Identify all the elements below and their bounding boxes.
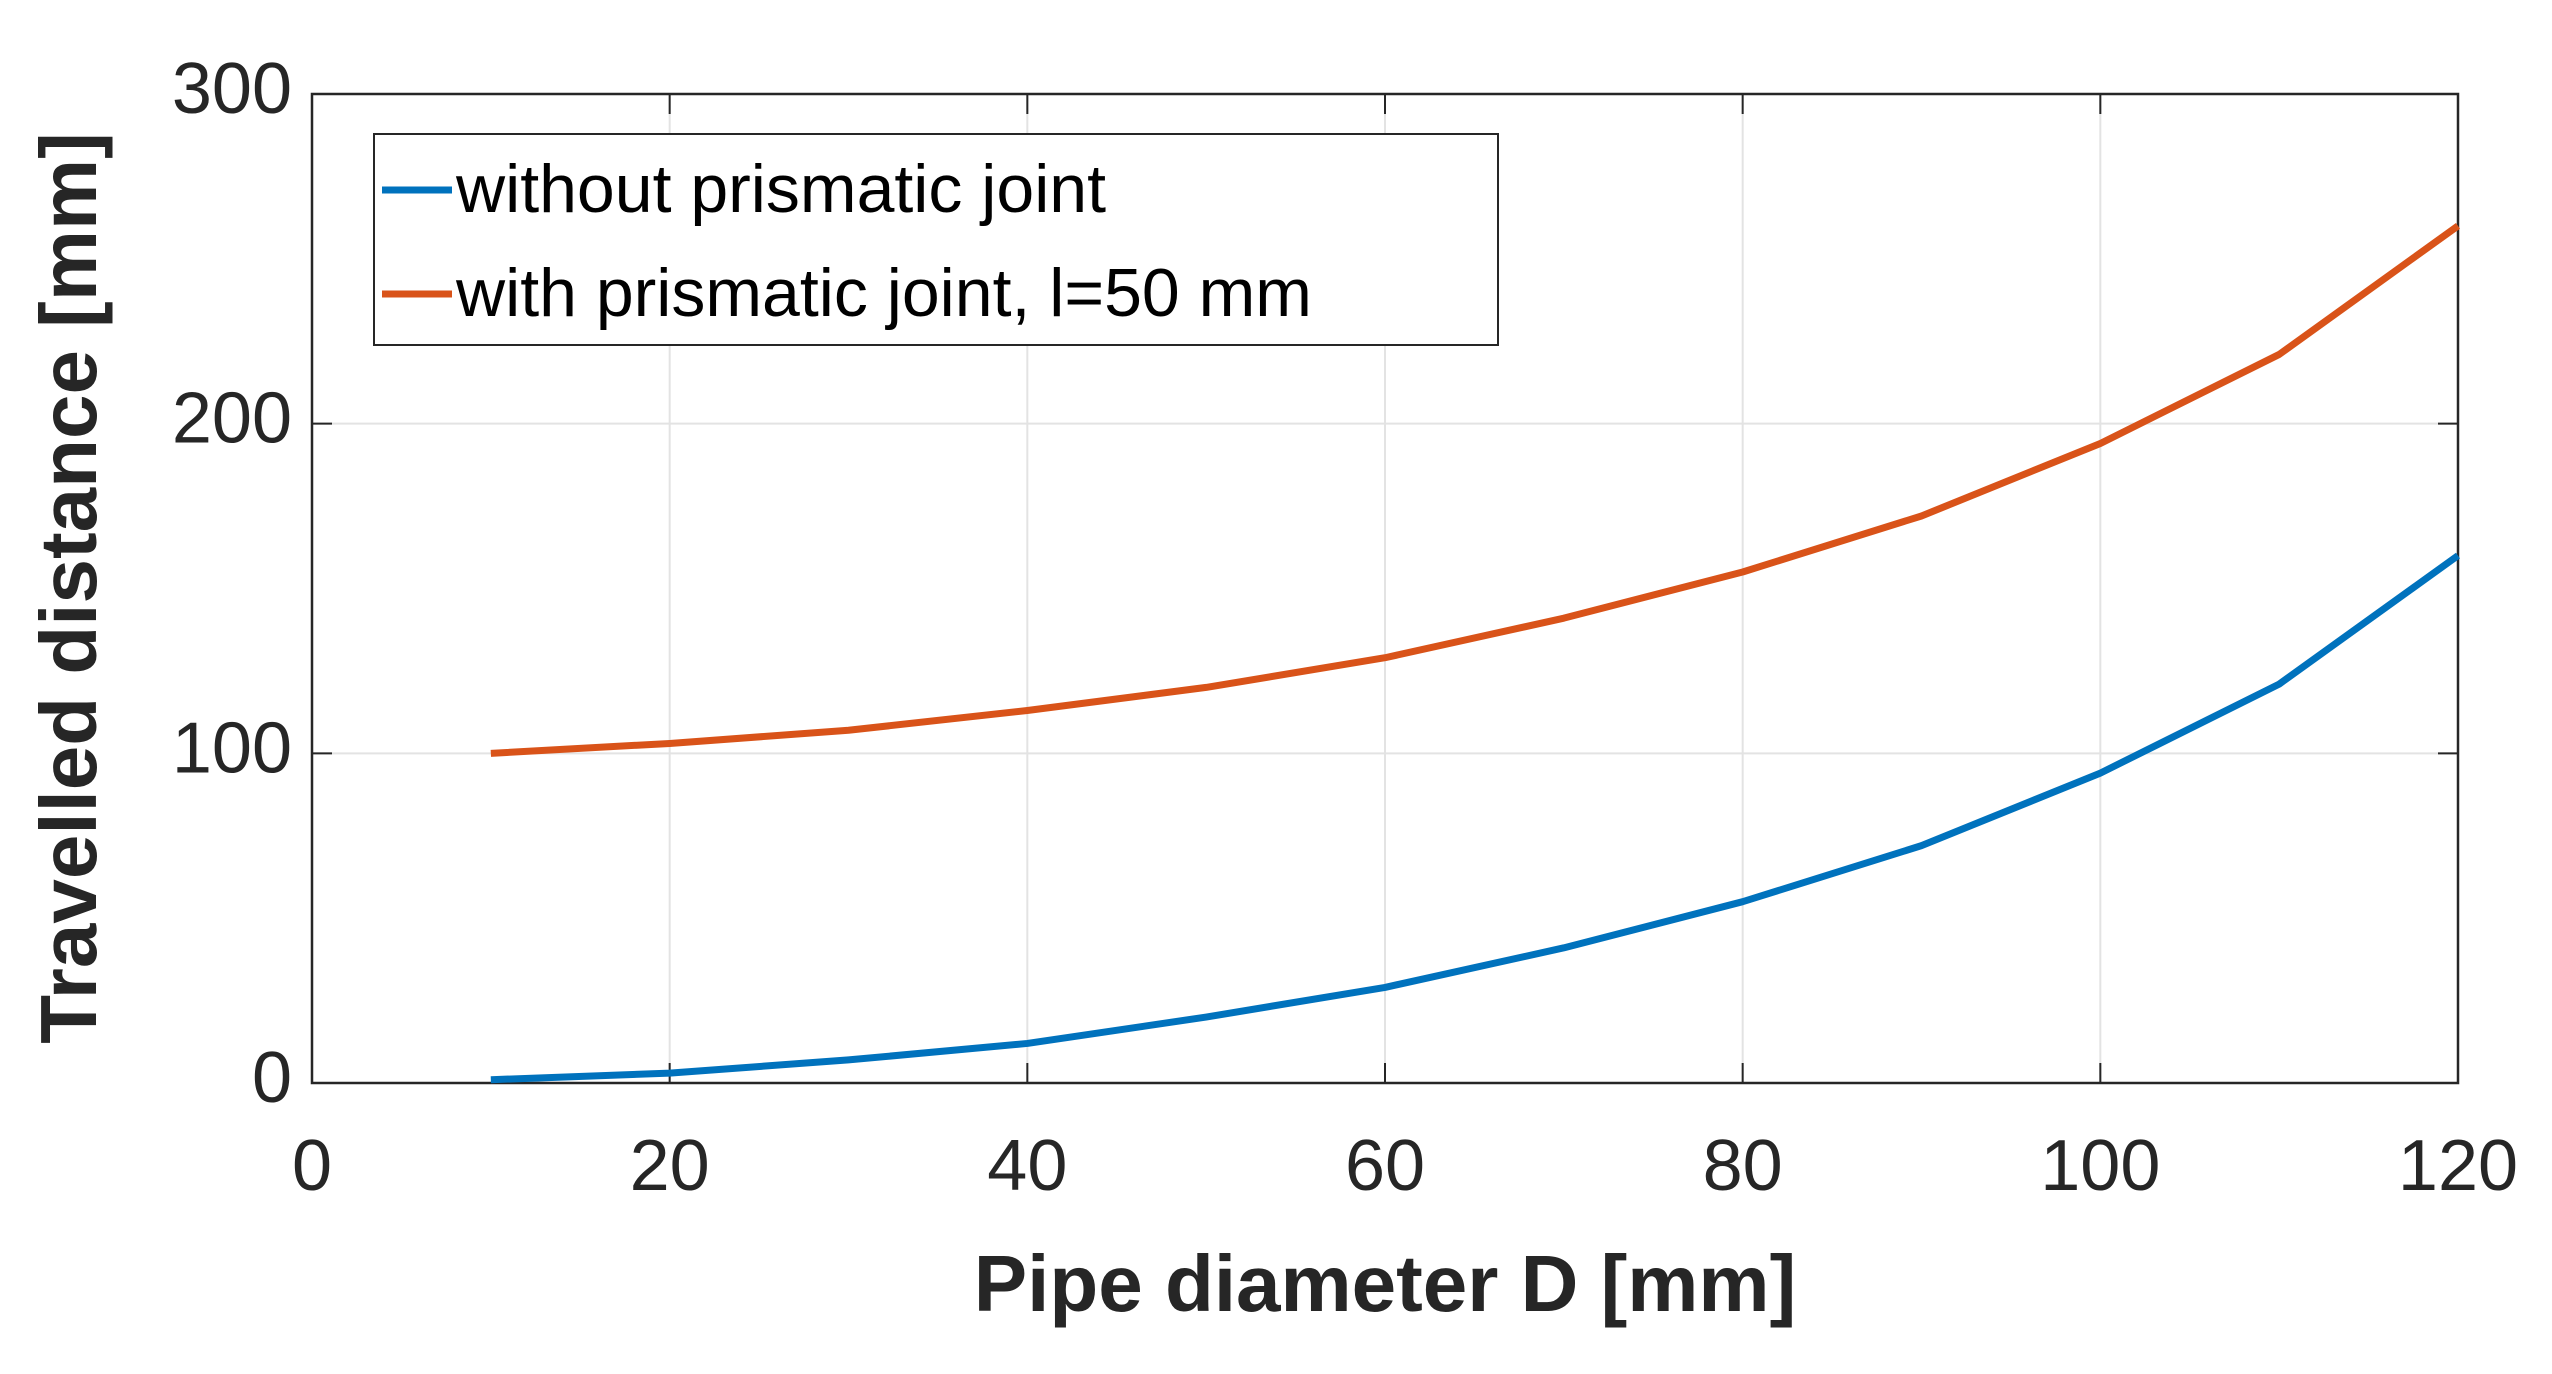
series-line bbox=[490, 552, 2461, 1084]
series-line bbox=[490, 223, 2461, 757]
x-axis-label: Pipe diameter D [mm] bbox=[974, 1239, 1796, 1328]
legend-label: without prismatic joint bbox=[455, 151, 1106, 227]
x-tick-label: 40 bbox=[987, 1126, 1067, 1206]
y-tick-label: 300 bbox=[172, 49, 292, 129]
legend-label: with prismatic joint, l=50 mm bbox=[455, 255, 1312, 331]
x-tick-label: 20 bbox=[630, 1126, 710, 1206]
x-tick-label: 120 bbox=[2398, 1126, 2518, 1206]
x-tick-label: 100 bbox=[2040, 1126, 2160, 1206]
x-tick-label: 80 bbox=[1703, 1126, 1783, 1206]
axes-box bbox=[310, 92, 2460, 1085]
y-tick-label: 200 bbox=[172, 379, 292, 459]
y-axis-label: Travelled distance [mm] bbox=[24, 132, 113, 1043]
x-tick-label: 60 bbox=[1345, 1126, 1425, 1206]
y-tick-label: 100 bbox=[172, 708, 292, 788]
legend-box bbox=[373, 133, 1499, 346]
x-tick-label: 0 bbox=[292, 1126, 332, 1206]
y-tick-label: 0 bbox=[252, 1038, 292, 1118]
